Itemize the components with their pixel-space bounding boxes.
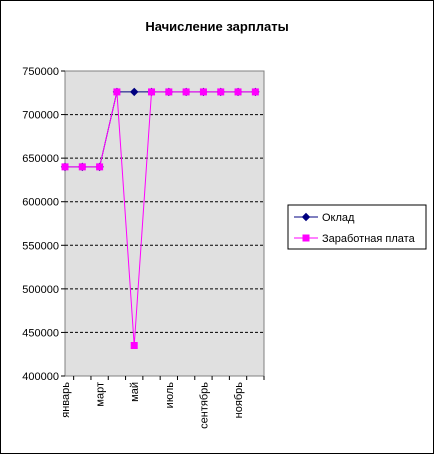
- series-layer: [60, 87, 260, 349]
- y-tick-label: 550000: [22, 240, 59, 252]
- data-point: [148, 88, 156, 96]
- y-axis-ticks: 400000 450000 500000 550000 600000 650000 7000…: [22, 66, 65, 383]
- data-point: [78, 163, 86, 171]
- plot-area: [64, 70, 265, 377]
- x-tick-label: июль: [164, 382, 176, 409]
- data-point: [130, 87, 139, 97]
- x-axis-ticks: январь март май июль сентябрь ноябрь: [60, 376, 265, 429]
- x-tick-label: январь: [60, 382, 72, 418]
- y-tick-label: 450000: [22, 327, 59, 339]
- x-tick-label: март: [95, 382, 107, 407]
- x-tick-label: ноябрь: [233, 382, 245, 419]
- legend-box: [287, 204, 427, 250]
- legend-marker: [302, 234, 310, 242]
- series-2: [61, 88, 259, 349]
- data-point: [61, 163, 69, 171]
- y-tick-label: 400000: [22, 371, 59, 383]
- data-point: [234, 88, 242, 96]
- legend-label: Оклад: [322, 212, 355, 224]
- data-point: [199, 88, 207, 96]
- y-tick-label: 750000: [22, 66, 59, 78]
- y-tick-label: 600000: [22, 197, 59, 209]
- data-point: [165, 88, 173, 96]
- legend-marker: [301, 212, 311, 222]
- legend-label: Заработная плата: [322, 233, 416, 245]
- y-tick-label: 700000: [22, 110, 59, 122]
- y-tick-label: 650000: [22, 153, 59, 165]
- legend-items: Оклад Заработная плата: [294, 212, 416, 245]
- x-tick-label: сентябрь: [198, 382, 210, 429]
- data-point: [217, 88, 225, 96]
- y-tick-label: 500000: [22, 284, 59, 296]
- data-point: [113, 88, 121, 96]
- data-point: [251, 88, 259, 96]
- legend-entry: Заработная плата: [294, 233, 416, 245]
- grid-lines: [65, 114, 264, 333]
- chart-title: Начисление зарплаты: [145, 19, 288, 34]
- data-point: [130, 342, 138, 349]
- data-point: [182, 88, 190, 96]
- legend-entry: Оклад: [294, 212, 355, 224]
- data-point: [96, 163, 104, 171]
- legend: Оклад Заработная плата: [287, 204, 427, 250]
- x-tick-label: май: [129, 382, 141, 402]
